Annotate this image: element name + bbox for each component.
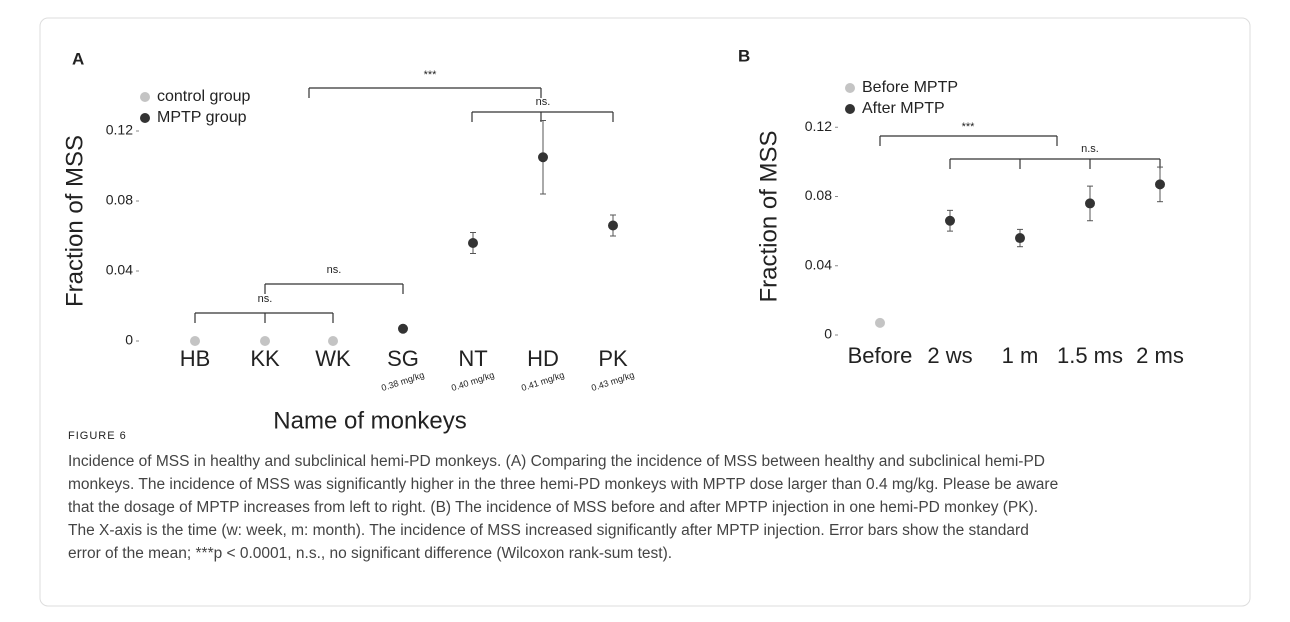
significance-label: *** [962,121,976,133]
point [1155,179,1165,190]
y-tick-label: 0.04 [805,256,832,272]
point [875,317,885,328]
y-tick-label: 0.12 [805,118,832,134]
caption-line: error of the mean; ***p < 0.0001, n.s., … [68,545,672,562]
x-tick-label: PK [598,346,628,371]
y-tick-label: 0.12 [106,122,133,138]
legend-marker [845,83,855,93]
figure-label: FIGURE 6 [68,430,127,442]
y-tick-label: 0.04 [106,262,133,278]
y-tick-label: 0.08 [805,187,832,203]
panel-label: A [72,49,84,68]
point [398,323,408,334]
significance-label: n.s. [1081,143,1099,155]
point [1085,198,1095,209]
y-tick-label: 0 [824,326,832,342]
x-tick-label: WK [315,346,351,371]
x-tick-label: Before [848,343,913,368]
legend-marker [845,104,855,114]
figure-frame [39,17,1251,607]
legend-label: MPTP group [157,109,247,126]
significance-label: ns. [327,264,342,276]
y-axis-label: Fraction of MSS [755,130,782,302]
x-tick-label: 2 ws [927,343,972,368]
x-tick-label: SG [387,346,419,371]
y-tick-label: 0.08 [106,192,133,208]
x-tick-label: KK [250,346,280,371]
x-axis-label: Name of monkeys [273,407,466,434]
point [608,220,618,231]
dose-label: 0.40 mg/kg [450,370,495,393]
legend-label: After MPTP [862,100,945,117]
point [945,215,955,226]
x-tick-label: NT [458,346,487,371]
dose-label: 0.41 mg/kg [520,370,565,393]
point [260,336,270,346]
caption-line: The X-axis is the time (w: week, m: mont… [68,522,1029,539]
y-axis-label: Fraction of MSS [61,135,88,307]
y-tick-label: 0 [125,332,133,348]
caption-line: that the dosage of MPTP increases from l… [68,499,1038,516]
significance-label: ns. [258,293,273,305]
legend-marker [140,113,150,123]
legend-label: Before MPTP [862,79,958,96]
legend-marker [140,92,150,102]
dose-label: 0.43 mg/kg [590,370,635,393]
point [190,336,200,346]
point [538,152,548,163]
dose-label: 0.38 mg/kg [380,370,425,393]
x-tick-label: HB [180,346,211,371]
panel-label: B [738,46,750,65]
x-tick-label: 2 ms [1136,343,1184,368]
legend-label: control group [157,88,250,105]
point [328,336,338,346]
point [1015,233,1025,244]
x-tick-label: HD [527,346,559,371]
caption-line: Incidence of MSS in healthy and subclini… [68,453,1045,470]
caption-line: monkeys. The incidence of MSS was signif… [68,476,1058,493]
x-tick-label: 1.5 ms [1057,343,1123,368]
point [468,238,478,248]
significance-label: *** [424,69,438,81]
x-tick-label: 1 m [1002,343,1039,368]
significance-label: ns. [536,96,551,108]
